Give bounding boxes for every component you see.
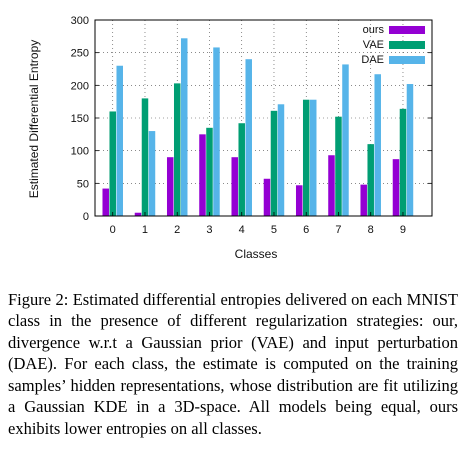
x-tick-label: 5 [271,224,277,236]
bar-ours-class-9 [392,159,400,216]
x-tick-label: 6 [303,224,309,236]
x-tick-label: 7 [335,224,341,236]
bar-dae-class-6 [309,99,317,216]
x-tick-label: 3 [206,224,212,236]
y-tick-label: 50 [77,178,89,190]
x-tick-label: 1 [142,224,148,236]
bar-dae-class-5 [277,104,285,216]
bar-ours-class-8 [360,184,367,216]
bar-ours-class-0 [102,188,109,216]
bar-dae-class-9 [406,84,414,216]
legend-swatch-ours [389,26,425,34]
bar-dae-class-8 [374,74,381,216]
bar-ours-class-1 [134,212,142,216]
x-tick-label: 4 [239,224,245,236]
y-tick-label: 0 [83,211,89,223]
y-tick-label: 150 [71,113,89,125]
bar-vae-class-8 [367,144,374,216]
plot-frame [94,19,433,217]
x-tick-label: 9 [400,224,406,236]
x-axis-label: Classes [235,247,278,261]
bar-vae-class-7 [335,116,342,216]
bar-dae-class-0 [116,65,123,216]
bar-ours-class-7 [328,155,335,216]
bar-vae-class-5 [270,110,278,216]
legend-swatch-dae [389,56,425,64]
bar-dae-class-3 [213,47,220,216]
bar-vae-class-1 [141,98,149,216]
figure-caption: Figure 2: Estimated differential entropi… [8,289,458,439]
bar-vae-class-3 [206,127,213,216]
y-axis-label: Estimated Differential Entropy [27,40,41,199]
bar-dae-class-2 [180,38,188,216]
bar-dae-class-4 [245,59,252,217]
legend-label: DAE [361,54,384,66]
bar-dae-class-1 [148,131,156,216]
bar-chart: 0 50 100 150 200 250 300 0 1 2 3 4 5 6 7 8 9 ours VAE DAE … [27,15,433,261]
x-tick-label: 0 [110,224,116,236]
bar-vae-class-9 [399,108,407,216]
bar-vae-class-0 [109,111,116,216]
bar-dae-class-7 [342,64,349,216]
bar-vae-class-2 [173,83,181,216]
bar-ours-class-2 [166,157,174,216]
bar-vae-class-4 [238,123,245,216]
x-tick-label: 8 [368,224,374,236]
bar-ours-class-6 [295,185,303,216]
x-tick-label: 2 [174,224,180,236]
legend-swatch-vae [389,41,425,49]
y-tick-label: 300 [71,15,89,27]
y-tick-label: 250 [71,48,89,60]
bar-ours-class-4 [231,157,238,216]
y-tick-label: 200 [71,80,89,92]
legend-label: ours [363,24,385,36]
y-tick-label: 100 [71,146,89,158]
bar-ours-class-5 [263,178,271,216]
bar-ours-class-3 [199,134,206,216]
bar-vae-class-6 [302,99,310,216]
legend-label: VAE [363,39,384,51]
